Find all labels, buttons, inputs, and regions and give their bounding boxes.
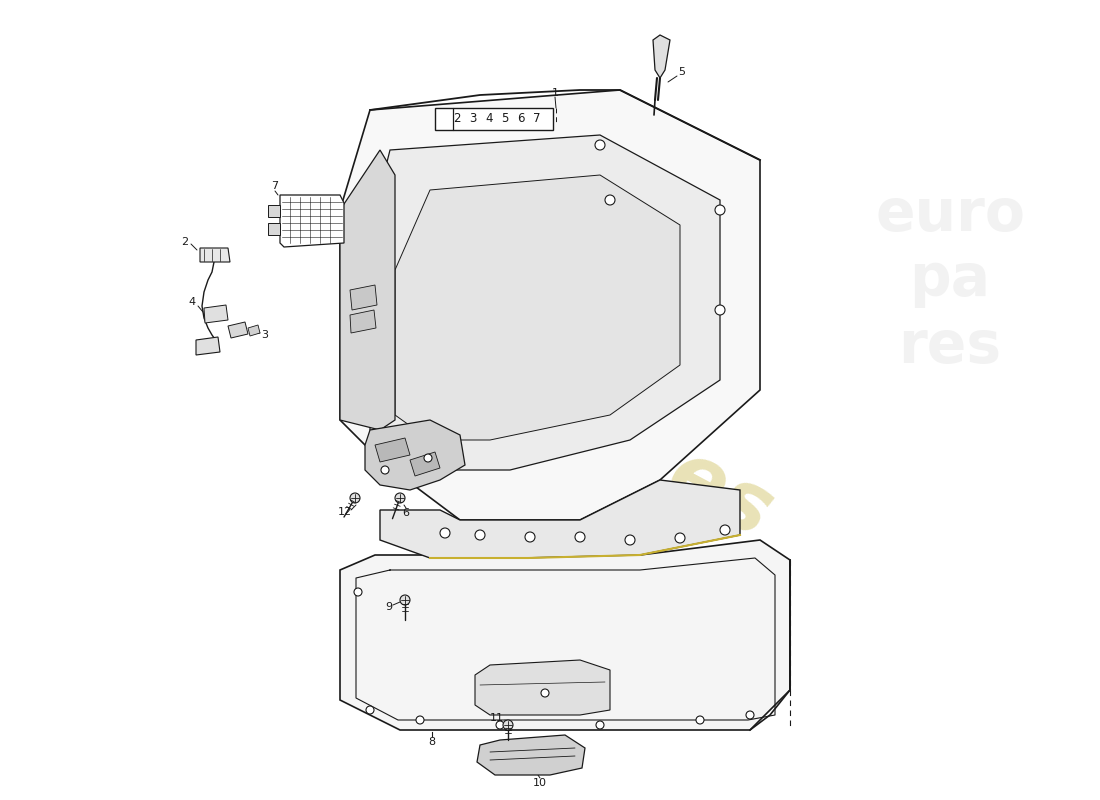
Circle shape bbox=[424, 454, 432, 462]
Text: euro
pa
res: euro pa res bbox=[874, 186, 1025, 374]
Polygon shape bbox=[375, 438, 410, 462]
Polygon shape bbox=[653, 35, 670, 78]
Polygon shape bbox=[268, 223, 280, 235]
Text: 4: 4 bbox=[188, 297, 196, 307]
Polygon shape bbox=[228, 322, 248, 338]
Circle shape bbox=[605, 195, 615, 205]
Polygon shape bbox=[248, 325, 260, 336]
Polygon shape bbox=[350, 285, 377, 310]
Text: 5: 5 bbox=[679, 67, 685, 77]
Circle shape bbox=[366, 706, 374, 714]
Text: 4: 4 bbox=[485, 113, 493, 126]
Circle shape bbox=[416, 716, 424, 724]
Circle shape bbox=[541, 689, 549, 697]
Text: 9: 9 bbox=[385, 602, 393, 612]
Text: a passion for parts since 1985: a passion for parts since 1985 bbox=[388, 429, 772, 651]
Text: 6: 6 bbox=[517, 113, 525, 126]
Polygon shape bbox=[340, 90, 760, 520]
Polygon shape bbox=[370, 135, 720, 470]
Circle shape bbox=[503, 720, 513, 730]
Text: 7: 7 bbox=[534, 113, 541, 126]
Text: 3: 3 bbox=[262, 330, 268, 340]
Polygon shape bbox=[200, 248, 230, 262]
Text: 3: 3 bbox=[470, 113, 476, 126]
Text: 1: 1 bbox=[551, 88, 559, 98]
Polygon shape bbox=[196, 337, 220, 355]
Text: 8: 8 bbox=[428, 737, 436, 747]
Text: 11: 11 bbox=[490, 713, 504, 723]
Circle shape bbox=[475, 530, 485, 540]
Circle shape bbox=[625, 535, 635, 545]
Bar bbox=[434, 108, 553, 130]
Circle shape bbox=[395, 493, 405, 503]
Polygon shape bbox=[280, 195, 344, 247]
Text: 6: 6 bbox=[403, 508, 409, 518]
Text: 7: 7 bbox=[272, 181, 278, 191]
Polygon shape bbox=[340, 150, 395, 430]
Circle shape bbox=[715, 205, 725, 215]
Polygon shape bbox=[477, 735, 585, 775]
Circle shape bbox=[696, 716, 704, 724]
Circle shape bbox=[720, 525, 730, 535]
Polygon shape bbox=[365, 420, 465, 490]
Text: 5: 5 bbox=[502, 113, 508, 126]
Circle shape bbox=[675, 533, 685, 543]
Polygon shape bbox=[204, 305, 228, 323]
Circle shape bbox=[440, 528, 450, 538]
Circle shape bbox=[596, 721, 604, 729]
Circle shape bbox=[595, 140, 605, 150]
Polygon shape bbox=[410, 452, 440, 476]
Circle shape bbox=[496, 721, 504, 729]
Circle shape bbox=[400, 595, 410, 605]
Circle shape bbox=[525, 532, 535, 542]
Text: 12: 12 bbox=[338, 507, 352, 517]
Circle shape bbox=[350, 493, 360, 503]
Circle shape bbox=[575, 532, 585, 542]
Polygon shape bbox=[268, 205, 280, 217]
Text: europes: europes bbox=[414, 305, 786, 555]
Circle shape bbox=[715, 305, 725, 315]
Text: 2: 2 bbox=[453, 113, 461, 126]
Polygon shape bbox=[350, 310, 376, 333]
Polygon shape bbox=[340, 540, 790, 730]
Circle shape bbox=[746, 711, 754, 719]
Polygon shape bbox=[475, 660, 610, 715]
Polygon shape bbox=[379, 480, 740, 558]
Circle shape bbox=[381, 466, 389, 474]
Circle shape bbox=[354, 588, 362, 596]
Text: 2: 2 bbox=[182, 237, 188, 247]
Text: 10: 10 bbox=[534, 778, 547, 788]
Polygon shape bbox=[395, 175, 680, 440]
